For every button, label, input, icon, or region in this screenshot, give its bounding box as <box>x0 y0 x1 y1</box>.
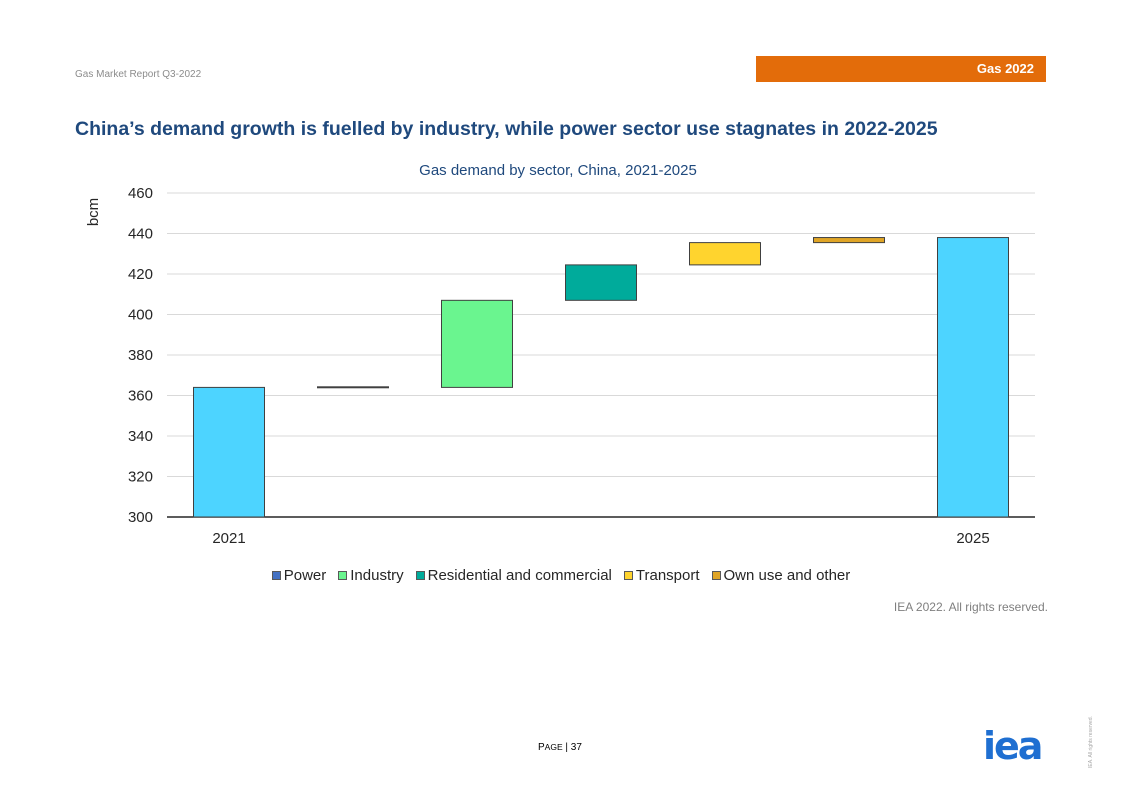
legend-swatch <box>711 571 721 580</box>
legend-item: Industry <box>338 567 404 584</box>
legend-swatch <box>338 571 348 580</box>
x-tick-label: 2025 <box>956 530 989 547</box>
y-tick-label: 300 <box>128 509 153 526</box>
bar-total-2021 <box>193 386 265 518</box>
y-tick-label: 380 <box>128 347 153 364</box>
y-tick-label: 340 <box>128 428 153 445</box>
legend-item: Transport <box>623 567 700 584</box>
legend-item: Own use and other <box>711 567 851 584</box>
page-number: PAGE | 37 <box>538 742 582 753</box>
y-tick-label: 320 <box>128 469 153 486</box>
legend-label: Industry <box>350 567 404 584</box>
legend-label: Transport <box>635 567 700 584</box>
legend-swatch <box>623 571 633 580</box>
bar-transport <box>689 242 761 266</box>
x-tick-labels: 2021 2025 <box>212 530 989 547</box>
bar-industry <box>441 299 513 388</box>
bar-residential-and-commercial <box>565 264 637 301</box>
y-tick-label: 360 <box>128 388 153 405</box>
source-note: IEA 2022. All rights reserved. <box>893 600 1048 614</box>
legend-item: Residential and commercial <box>415 567 612 584</box>
y-tick-label: 460 <box>128 185 153 202</box>
report-badge: Gas 2022 <box>756 56 1046 82</box>
legend-label: Residential and commercial <box>427 567 612 584</box>
bar-own-use-and-other <box>813 237 885 244</box>
iea-logo: iea <box>983 729 1043 763</box>
bar-power <box>317 386 389 389</box>
y-tick-labels: 300 320 340 360 380 400 420 440 460 <box>128 185 153 526</box>
report-name: Gas Market Report Q3-2022 <box>75 69 202 80</box>
vertical-rights-note: IEA. All rights reserved. <box>1088 716 1094 768</box>
chart-title: Gas demand by sector, China, 2021-2025 <box>419 162 697 179</box>
gridlines <box>167 192 1035 518</box>
legend-swatch <box>271 571 281 580</box>
chart-bars <box>193 237 1009 518</box>
legend-swatch <box>415 571 425 580</box>
legend-item: Power <box>271 567 327 584</box>
chart-legend: Power Industry Residential and commercial T… <box>0 567 1122 584</box>
page-headline: China’s demand growth is fuelled by indu… <box>75 118 938 140</box>
y-tick-label: 400 <box>128 307 153 324</box>
x-tick-label: 2021 <box>212 530 245 547</box>
legend-label: Power <box>283 567 327 584</box>
y-tick-label: 440 <box>128 226 153 243</box>
y-axis-label: bcm <box>85 198 102 226</box>
bar-total-2025 <box>937 237 1009 518</box>
legend-label: Own use and other <box>723 567 851 584</box>
svg-text:iea: iea <box>983 729 1041 763</box>
y-tick-label: 420 <box>128 266 153 283</box>
